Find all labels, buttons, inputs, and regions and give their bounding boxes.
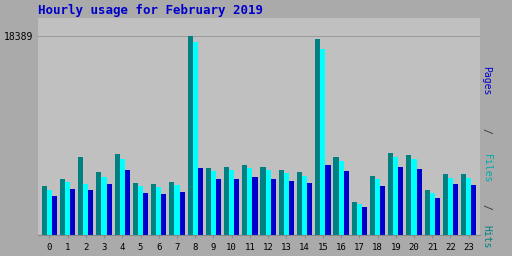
Bar <box>461 175 466 235</box>
Bar <box>448 178 453 235</box>
Bar <box>271 179 276 235</box>
Bar <box>344 171 349 235</box>
Bar <box>333 157 338 235</box>
Bar <box>357 204 362 235</box>
Bar <box>224 167 229 235</box>
Bar <box>41 186 47 235</box>
Bar <box>471 185 476 235</box>
Bar <box>315 39 321 235</box>
Bar <box>321 49 326 235</box>
Bar <box>60 179 65 235</box>
Bar <box>133 183 138 235</box>
Bar <box>169 182 175 235</box>
Bar <box>115 154 120 235</box>
Bar <box>393 157 398 235</box>
Bar <box>424 190 430 235</box>
Bar <box>180 192 185 235</box>
Text: Pages: Pages <box>481 66 492 96</box>
Bar <box>412 159 417 235</box>
Text: Files: Files <box>481 154 492 184</box>
Bar <box>101 177 106 235</box>
Bar <box>370 176 375 235</box>
Bar <box>261 167 266 235</box>
Bar <box>89 190 94 235</box>
Bar <box>289 181 294 235</box>
Bar <box>375 179 380 235</box>
Bar <box>435 198 440 235</box>
Bar <box>430 193 435 235</box>
Bar <box>211 171 216 235</box>
Bar <box>242 165 247 235</box>
Text: Hits: Hits <box>481 225 492 248</box>
Bar <box>229 170 234 235</box>
Bar <box>216 179 221 235</box>
Bar <box>362 207 367 235</box>
Bar <box>453 184 458 235</box>
Bar <box>65 182 70 235</box>
Bar <box>247 168 252 235</box>
Bar <box>156 187 161 235</box>
Bar <box>125 170 130 235</box>
Bar <box>161 194 166 235</box>
Bar <box>252 177 258 235</box>
Bar <box>151 184 156 235</box>
Bar <box>466 178 471 235</box>
Bar <box>302 176 307 235</box>
Bar <box>193 42 198 235</box>
Bar <box>120 159 125 235</box>
Bar <box>138 186 143 235</box>
Bar <box>338 162 344 235</box>
Bar <box>284 173 289 235</box>
Bar <box>47 190 52 235</box>
Bar <box>266 170 271 235</box>
Bar <box>143 193 148 235</box>
Bar <box>52 196 57 235</box>
Bar <box>78 157 83 235</box>
Bar <box>398 167 403 235</box>
Bar <box>388 153 393 235</box>
Bar <box>443 175 448 235</box>
Text: /: / <box>481 128 492 133</box>
Bar <box>279 170 284 235</box>
Bar <box>307 183 312 235</box>
Bar <box>380 186 385 235</box>
Bar <box>206 168 211 235</box>
Bar <box>326 165 331 235</box>
Bar <box>175 185 180 235</box>
Bar <box>234 179 239 235</box>
Bar <box>106 184 112 235</box>
Bar <box>352 201 357 235</box>
Bar <box>83 184 89 235</box>
Text: /: / <box>481 204 492 210</box>
Bar <box>407 155 412 235</box>
Bar <box>198 168 203 235</box>
Bar <box>417 169 422 235</box>
Text: Hourly usage for February 2019: Hourly usage for February 2019 <box>38 4 263 17</box>
Bar <box>187 36 193 235</box>
Bar <box>297 172 302 235</box>
Bar <box>70 189 75 235</box>
Bar <box>96 172 101 235</box>
